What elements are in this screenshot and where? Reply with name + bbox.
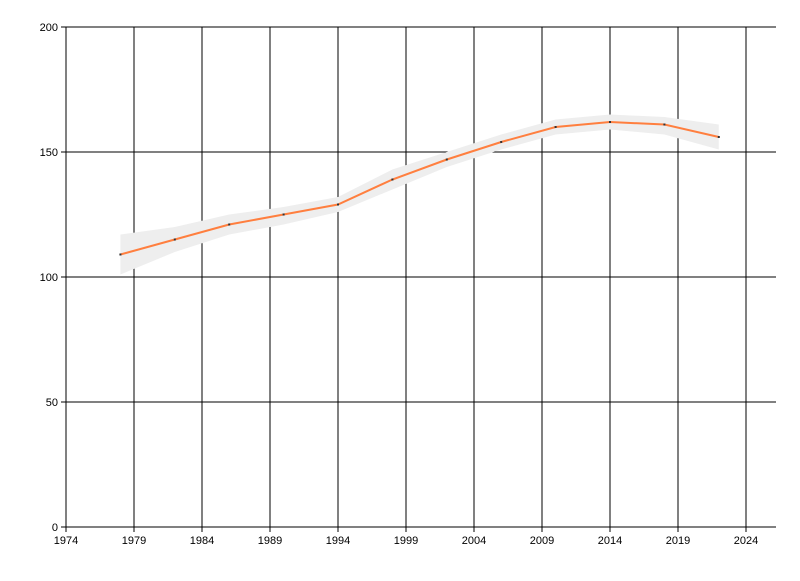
data-points	[119, 121, 720, 256]
series-line	[120, 120, 720, 256]
x-tick-label: 1999	[394, 535, 418, 547]
y-tick-label: 200	[40, 22, 58, 34]
x-tick-label: 2004	[462, 535, 486, 547]
y-axis-ticks: 0 50 100 150 200	[40, 22, 66, 534]
x-axis-ticks: 1974 1979 1984 1989 1994 1999 2004 2009 2014 2019…	[54, 527, 758, 547]
axes	[62, 27, 776, 531]
y-tick-label: 100	[40, 272, 58, 284]
y-tick-label: 50	[46, 397, 58, 409]
data-point	[282, 213, 285, 216]
data-point	[717, 136, 720, 138]
x-tick-label: 1979	[122, 535, 146, 547]
x-tick-label: 2009	[530, 535, 554, 547]
data-point	[663, 123, 666, 126]
data-point	[445, 158, 448, 161]
data-point	[119, 253, 122, 256]
x-tick-label: 2024	[734, 535, 758, 547]
confidence-band-area	[120, 114, 719, 275]
data-point	[228, 223, 231, 226]
data-point	[391, 178, 394, 181]
x-tick-label: 1984	[190, 535, 214, 547]
x-tick-label: 2014	[598, 535, 622, 547]
x-tick-label: 1974	[54, 535, 78, 547]
series-line-path	[120, 120, 720, 256]
x-tick-label: 1994	[326, 535, 350, 547]
data-point	[337, 203, 339, 206]
grid	[66, 26, 776, 527]
data-point	[554, 126, 557, 128]
y-tick-label: 150	[40, 147, 58, 159]
x-tick-label: 1989	[258, 535, 282, 547]
x-tick-label: 2019	[666, 535, 690, 547]
confidence-band	[120, 114, 719, 275]
y-tick-label: 0	[52, 522, 58, 534]
data-point	[609, 121, 611, 123]
data-point	[173, 238, 176, 241]
data-point	[500, 141, 503, 143]
